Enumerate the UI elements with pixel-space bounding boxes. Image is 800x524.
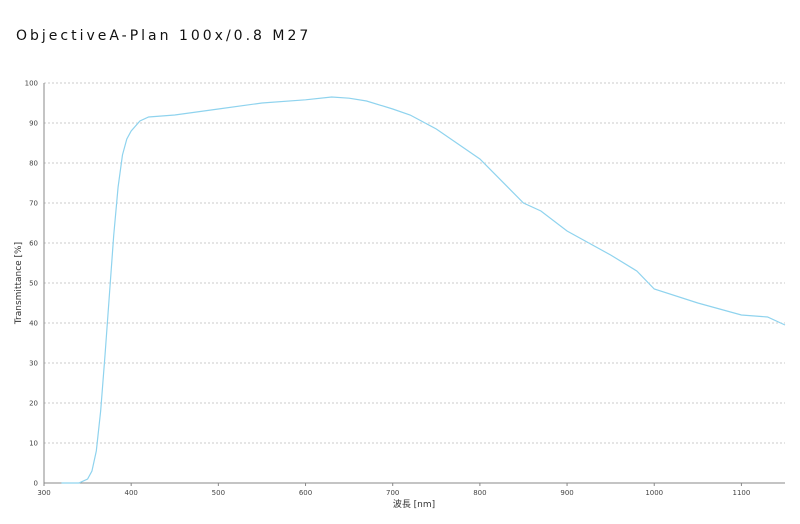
y-tick-label: 60 [29,240,38,248]
x-tick-label: 500 [212,489,225,497]
x-axis-label: 波長 [nm] [393,498,435,510]
x-tick-label: 1000 [645,489,663,497]
y-tick-label: 90 [29,120,38,128]
y-tick-label: 80 [29,160,38,168]
y-tick-label: 70 [29,200,38,208]
y-tick-label: 0 [34,480,38,488]
data-line [61,96,786,484]
x-tick-label: 600 [299,489,312,497]
y-tick-label: 20 [29,400,38,408]
y-tick-label: 100 [25,80,38,88]
y-axis-label: Transmittance [%] [14,242,24,325]
x-tick-label: 400 [124,489,137,497]
x-tick-label: 900 [560,489,573,497]
x-tick-label: 300 [37,489,50,497]
x-tick-label: 1100 [732,489,750,497]
y-tick-label: 50 [29,280,38,288]
x-tick-label: 700 [386,489,399,497]
y-tick-label: 30 [29,360,38,368]
y-tick-label: 10 [29,440,38,448]
y-tick-label: 40 [29,320,38,328]
x-tick-label: 800 [473,489,486,497]
chart-title: ObjectiveA-Plan 100x/0.8 M27 [16,28,311,44]
